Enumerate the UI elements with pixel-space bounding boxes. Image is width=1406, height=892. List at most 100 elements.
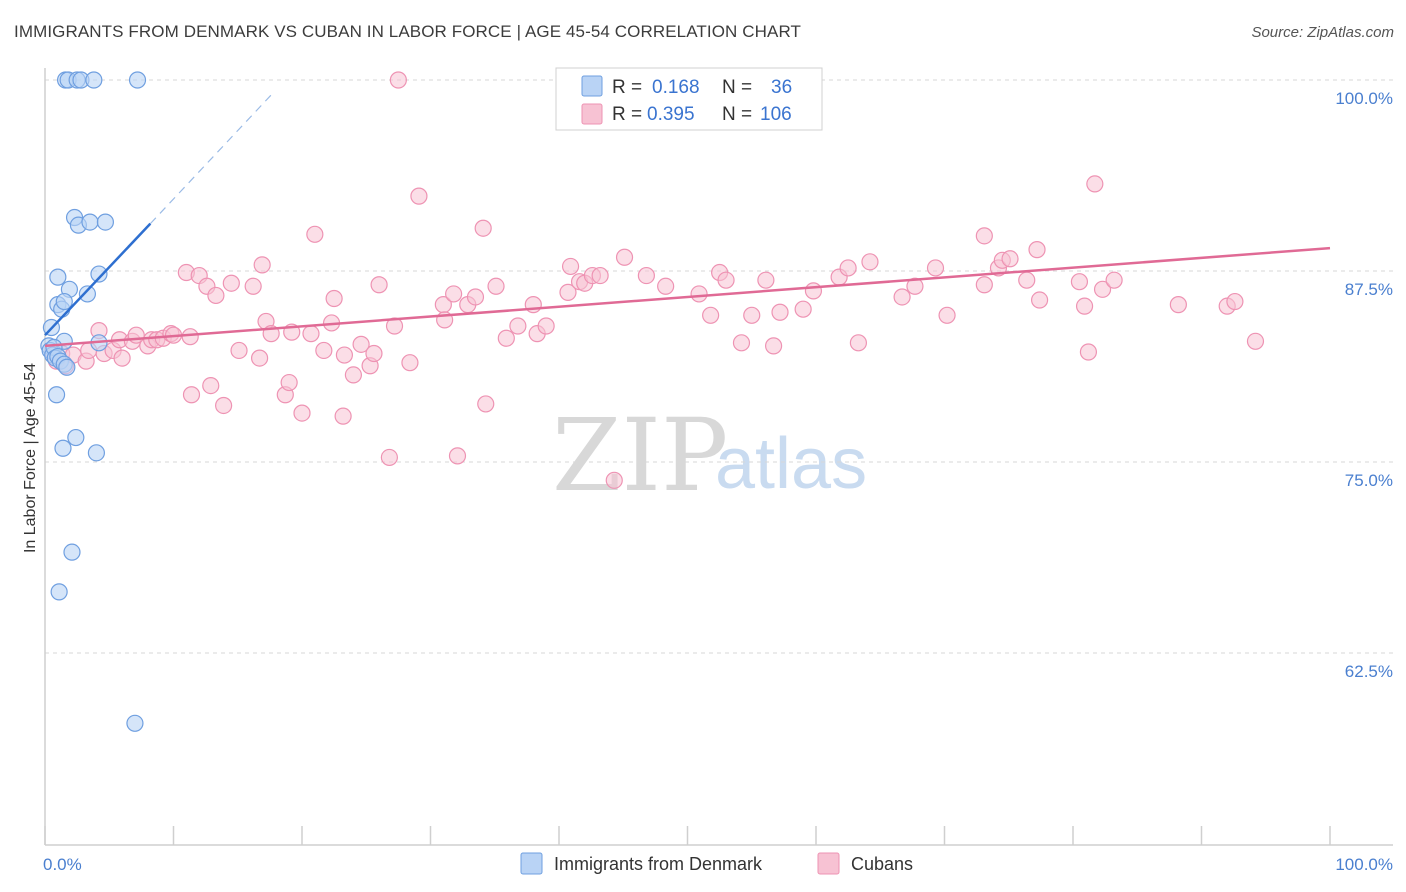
bottom-legend-label-cubans: Cubans xyxy=(851,854,913,874)
cubans-point xyxy=(605,471,623,489)
cubans-point xyxy=(1105,271,1123,289)
y-tick-labels: 62.5% 75.0% 87.5% 100.0% xyxy=(1335,89,1393,681)
legend-n-label-cubans: N = xyxy=(722,104,752,125)
cubans-point xyxy=(222,274,240,292)
cubans-point xyxy=(181,328,199,346)
cubans-point xyxy=(732,334,751,352)
cubans-point xyxy=(344,366,362,384)
cubans-point xyxy=(385,317,404,335)
cubans-point xyxy=(445,285,463,303)
cubans-point xyxy=(230,341,248,360)
cubans-point xyxy=(335,346,354,364)
cubans-point xyxy=(113,349,131,367)
legend-n-label-denmark: N = xyxy=(722,77,752,98)
cubans-point xyxy=(315,341,333,360)
watermark-atlas: atlas xyxy=(715,424,867,504)
denmark-point xyxy=(87,444,106,462)
cubans-point xyxy=(906,277,924,295)
cubans-point xyxy=(509,317,527,335)
cubans-point xyxy=(975,276,993,294)
denmark-point xyxy=(50,583,68,601)
y-axis-title: In Labor Force | Age 45-54 xyxy=(22,363,39,553)
cubans-point xyxy=(1030,291,1049,309)
cubans-point xyxy=(839,259,857,277)
x-tick-label-min: 0.0% xyxy=(43,855,82,874)
watermark-zip: ZIP xyxy=(552,397,728,514)
cubans-point xyxy=(717,271,735,289)
cubans-point xyxy=(293,404,311,422)
bottom-legend: Immigrants from Denmark Cubans xyxy=(520,852,913,875)
cubans-point xyxy=(334,407,352,425)
x-tick-labels: 0.0% 100.0% xyxy=(43,855,1393,874)
legend-swatch-denmark xyxy=(581,75,603,97)
cubans-point xyxy=(1028,241,1046,259)
legend-r-label-denmark: R = xyxy=(612,77,642,98)
trendlines xyxy=(44,91,1331,348)
cubans-point xyxy=(477,395,495,413)
gridlines xyxy=(45,79,1393,654)
cubans-point xyxy=(497,329,515,347)
denmark-point xyxy=(63,543,81,561)
denmark-point xyxy=(47,386,66,404)
denmark-point xyxy=(85,71,103,89)
denmark-point xyxy=(49,268,67,286)
cubans-point xyxy=(615,248,634,266)
denmark-point xyxy=(54,439,72,457)
series-immigrants-from-denmark xyxy=(40,71,147,732)
legend-r-value-cubans: 0.395 xyxy=(647,104,695,125)
cubans-point xyxy=(1246,332,1265,350)
cubans-point xyxy=(591,266,609,285)
cubans-point xyxy=(215,396,233,415)
denmark-point xyxy=(126,714,144,732)
watermark: ZIP atlas xyxy=(552,397,867,514)
cubans-point xyxy=(302,325,320,343)
cubans-point xyxy=(1086,175,1104,193)
cubans-point xyxy=(926,259,945,277)
cubans-point xyxy=(1075,297,1094,315)
cubans-point xyxy=(1169,296,1187,314)
source-credit: Source: ZipAtlas.com xyxy=(1251,24,1394,41)
denmark-point xyxy=(96,213,114,231)
denmark-point xyxy=(90,265,108,283)
cubans-point xyxy=(474,219,492,237)
y-tick-label: 75.0% xyxy=(1345,471,1393,490)
y-tick-label: 62.5% xyxy=(1345,662,1393,681)
cubans-point xyxy=(352,335,370,353)
cubans-point xyxy=(253,256,271,274)
legend-n-value-cubans: 106 xyxy=(760,104,792,125)
cubans-point xyxy=(690,285,708,303)
cubans-point xyxy=(380,448,398,467)
cubans-point xyxy=(771,303,789,321)
x-tick-label-max: 100.0% xyxy=(1335,855,1393,874)
y-tick-label: 87.5% xyxy=(1345,280,1393,299)
cubans-point xyxy=(250,349,269,367)
legend-r-value-denmark: 0.168 xyxy=(652,77,700,98)
denmark-point xyxy=(128,71,147,89)
cubans-point xyxy=(1001,250,1019,268)
bottom-legend-swatch-cubans xyxy=(817,852,840,875)
cubans-point xyxy=(182,386,201,404)
cubans-point xyxy=(757,271,775,289)
denmark-point xyxy=(78,285,97,303)
legend: R = 0.168 N = 36 R = 0.395 N = 106 xyxy=(555,67,823,131)
chart-title: IMMIGRANTS FROM DENMARK VS CUBAN IN LABO… xyxy=(14,22,801,41)
cubans-point xyxy=(975,227,993,245)
denmark-point xyxy=(81,213,99,231)
legend-r-label-cubans: R = xyxy=(612,104,642,125)
denmark-trendline xyxy=(44,222,152,337)
cubans-point xyxy=(861,253,879,271)
cubans-point xyxy=(370,276,388,294)
bottom-legend-label-denmark: Immigrants from Denmark xyxy=(554,854,763,874)
cubans-point xyxy=(1070,273,1089,291)
cubans-point xyxy=(794,300,812,318)
cubans-point xyxy=(207,286,225,305)
legend-n-value-denmark: 36 xyxy=(771,77,792,98)
cubans-point xyxy=(1093,280,1112,298)
denmark-point xyxy=(67,428,85,447)
bottom-legend-swatch-denmark xyxy=(520,852,543,875)
cubans-point xyxy=(637,266,655,285)
series-cubans xyxy=(44,71,1265,489)
cubans-point xyxy=(743,306,761,324)
cubans-point xyxy=(561,257,580,276)
